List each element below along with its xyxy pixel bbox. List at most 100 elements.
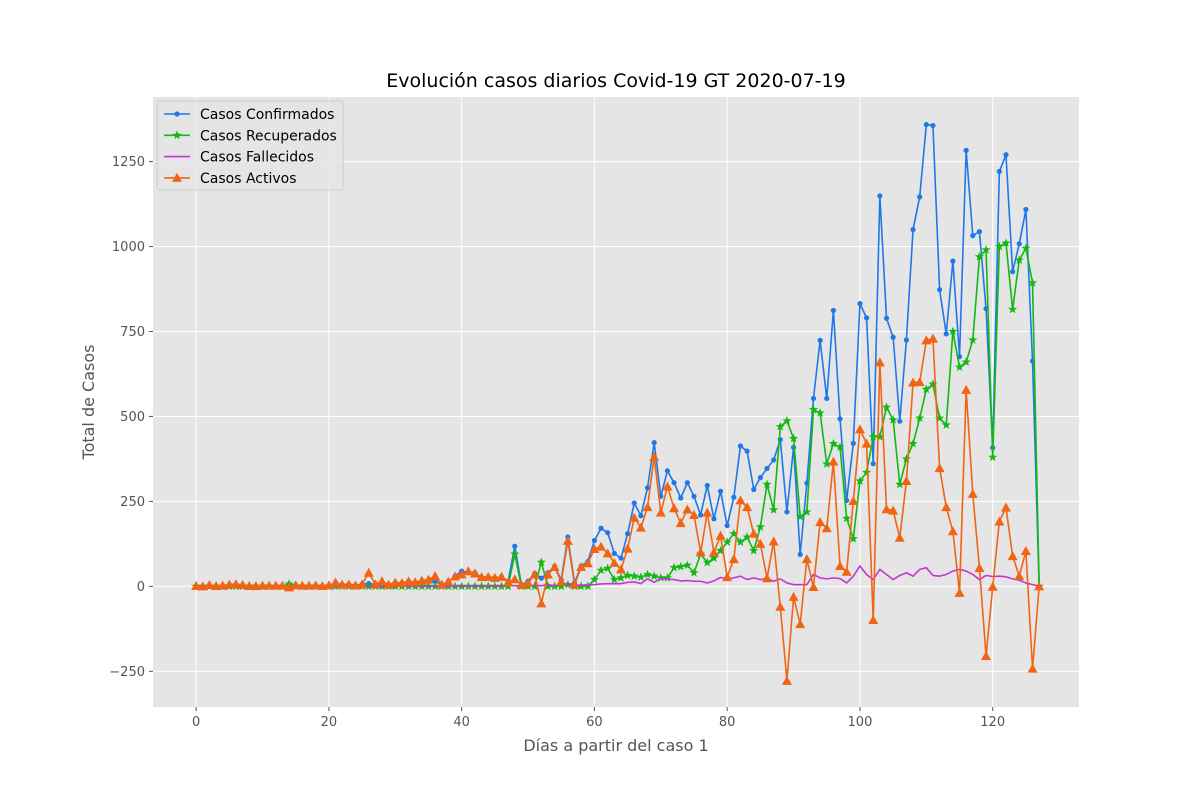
data-point	[981, 651, 992, 661]
data-point	[828, 456, 839, 466]
data-point	[377, 576, 388, 586]
data-point	[638, 513, 644, 519]
data-point	[622, 543, 633, 553]
data-point	[704, 482, 710, 489]
data-point	[642, 502, 653, 512]
data-point	[303, 580, 314, 590]
data-point	[615, 564, 626, 574]
data-point	[636, 572, 646, 582]
data-point	[1027, 663, 1038, 673]
data-point	[698, 512, 704, 518]
data-point	[582, 558, 593, 568]
data-point	[1020, 546, 1031, 556]
data-point	[729, 528, 739, 538]
data-point	[363, 567, 374, 577]
data-point	[715, 545, 726, 555]
data-point	[1016, 241, 1022, 247]
y-tick-label: 0	[137, 580, 145, 595]
data-point	[1000, 502, 1011, 512]
data-point	[735, 495, 746, 505]
legend-marker	[172, 172, 182, 182]
data-point	[762, 479, 772, 489]
data-point	[757, 475, 763, 481]
data-point	[861, 438, 872, 448]
data-point	[337, 579, 348, 589]
data-point	[591, 537, 598, 544]
grid	[153, 97, 1079, 707]
data-point	[662, 573, 673, 582]
data-point	[542, 569, 553, 579]
data-point	[797, 551, 803, 558]
legend-label: Casos Activos	[200, 171, 297, 187]
data-point	[815, 408, 825, 417]
data-point	[781, 675, 792, 685]
data-point	[403, 576, 414, 586]
data-point	[512, 543, 518, 549]
data-point	[795, 511, 805, 521]
data-point	[996, 168, 1002, 175]
data-point	[423, 574, 434, 584]
data-point	[250, 581, 261, 591]
legend-label: Casos Fallecidos	[200, 150, 314, 166]
x-tick-label: 100	[848, 715, 873, 730]
data-point	[848, 533, 858, 543]
data-point	[1027, 278, 1038, 287]
data-point	[801, 554, 812, 564]
data-point	[854, 424, 865, 434]
data-point	[503, 577, 514, 587]
data-point	[994, 241, 1004, 251]
data-point	[888, 415, 898, 424]
y-tick-label: 1250	[112, 155, 145, 170]
data-point	[894, 532, 905, 542]
data-point	[930, 122, 936, 129]
data-point	[724, 522, 730, 529]
y-axis-label: Total de Casos	[79, 345, 98, 461]
data-point	[775, 601, 786, 611]
data-point	[862, 467, 872, 477]
x-tick-label: 20	[321, 715, 338, 730]
data-point	[611, 550, 617, 556]
data-point	[509, 574, 520, 584]
data-point	[689, 567, 699, 577]
data-point	[204, 580, 215, 589]
data-point	[751, 486, 757, 493]
data-point	[808, 404, 819, 414]
legend-marker	[174, 111, 180, 117]
data-point	[678, 495, 684, 501]
data-point	[310, 580, 321, 590]
x-axis-label: Días a partir del caso 1	[523, 736, 708, 755]
data-point	[850, 440, 856, 446]
data-point	[963, 147, 969, 153]
data-point	[676, 561, 686, 571]
data-point	[569, 579, 580, 589]
data-point	[810, 395, 817, 402]
data-point	[625, 531, 631, 537]
data-point	[675, 518, 686, 528]
data-point	[815, 517, 826, 527]
data-point	[822, 459, 832, 468]
data-point	[835, 560, 846, 570]
data-point	[731, 494, 737, 500]
data-point	[821, 523, 832, 533]
data-point	[868, 615, 879, 625]
chart-title: Evolución casos diarios Covid-19 GT 2020…	[386, 70, 845, 92]
legend-item: Casos Activos	[164, 171, 297, 187]
data-point	[476, 572, 487, 582]
data-point	[775, 421, 785, 431]
y-tick-label: 250	[120, 495, 145, 510]
series-casos-activos	[191, 333, 1045, 685]
data-point	[941, 502, 952, 512]
data-point	[868, 432, 878, 441]
data-point	[543, 581, 553, 591]
data-point	[605, 530, 611, 536]
data-point	[890, 334, 896, 340]
data-point	[901, 476, 912, 486]
ticks: 0 20 40 60 80 100 120 −250 0 250 500 750 1000 1250	[109, 155, 1005, 730]
data-point	[609, 557, 620, 567]
data-point	[742, 502, 753, 512]
legend-item: Casos Fallecidos	[164, 150, 314, 166]
data-point	[695, 547, 706, 557]
x-tick-label: 0	[192, 715, 200, 730]
data-point	[635, 522, 646, 532]
data-point	[669, 503, 680, 513]
